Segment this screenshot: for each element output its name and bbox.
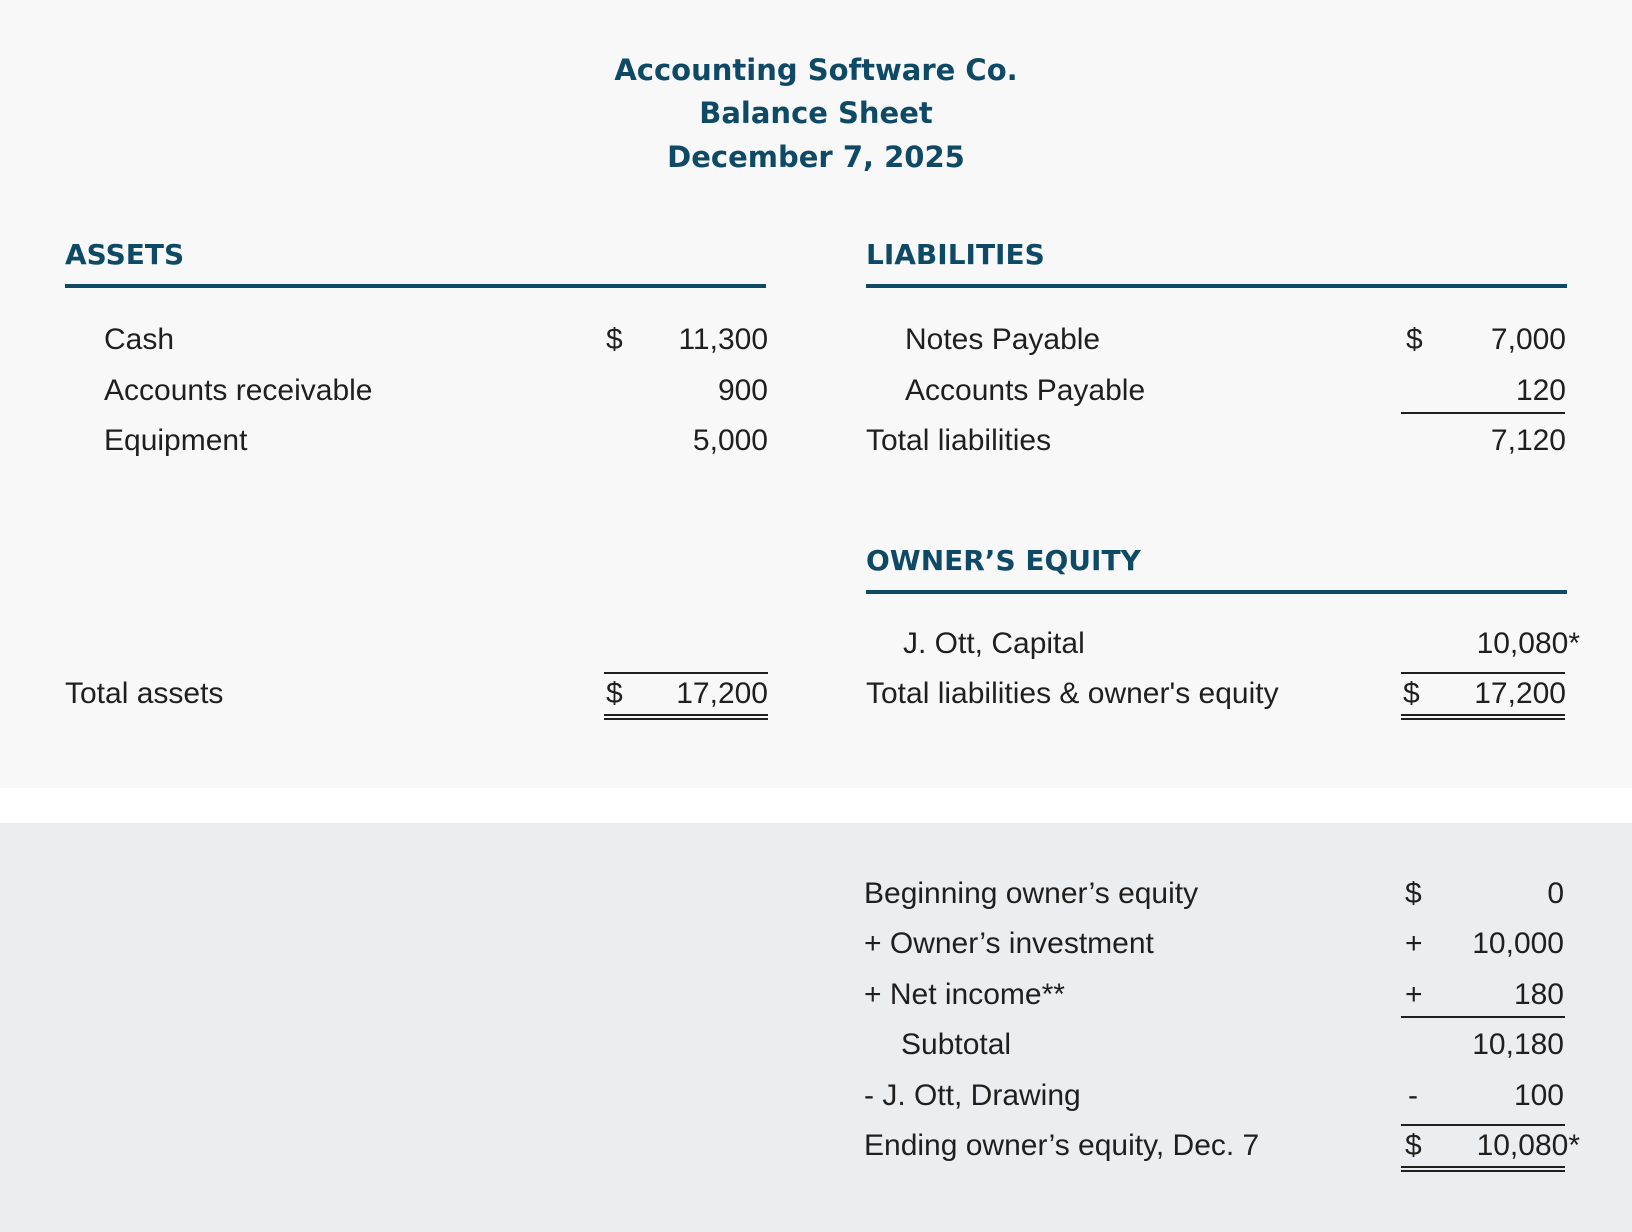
- equity-label-capital: J. Ott, Capital: [903, 627, 1085, 660]
- liability-label-accounts: Accounts Payable: [905, 374, 1146, 407]
- subtotal-underline: [1401, 1016, 1565, 1018]
- report-date: December 7, 2025: [667, 140, 965, 174]
- asset-label-receivable: Accounts receivable: [104, 374, 373, 407]
- stmt-label-ending: Ending owner’s equity, Dec. 7: [864, 1129, 1260, 1162]
- stmt-value-subtotal: 10,180: [1472, 1028, 1564, 1061]
- liability-label-notes: Notes Payable: [905, 323, 1101, 356]
- stmt-value-investment: 10,000: [1472, 927, 1564, 960]
- asset-value-equipment: 5,000: [692, 424, 768, 457]
- equity-value-capital: 10,080*: [1476, 627, 1580, 660]
- total-assets-value: 17,200: [676, 677, 768, 710]
- total-assets-currency: $: [606, 677, 623, 710]
- stmt-sign-net-income: +: [1405, 978, 1423, 1011]
- company-name: Accounting Software Co.: [614, 53, 1018, 87]
- assets-heading: ASSETS: [65, 238, 185, 271]
- balance-sheet-panel: [0, 0, 1632, 788]
- total-le-underline: [1401, 672, 1565, 674]
- asset-label-cash: Cash: [104, 323, 175, 356]
- equity-rule: [866, 590, 1567, 594]
- stmt-sign-ending: $: [1405, 1129, 1422, 1162]
- liabilities-heading: LIABILITIES: [866, 238, 1045, 271]
- asset-currency-cash: $: [606, 323, 623, 356]
- stmt-sign-investment: +: [1405, 927, 1423, 960]
- stmt-value-beginning: 0: [1547, 877, 1564, 910]
- stmt-label-subtotal: Subtotal: [901, 1028, 1012, 1061]
- stmt-value-drawing: 100: [1513, 1079, 1564, 1112]
- stmt-value-ending: 10,080*: [1476, 1129, 1580, 1162]
- stmt-label-net-income: + Net income**: [864, 978, 1065, 1011]
- stmt-value-net-income: 180: [1513, 978, 1564, 1011]
- ending-underline: [1401, 1124, 1565, 1126]
- stmt-sign-beginning: $: [1405, 877, 1422, 910]
- total-liabilities-label: Total liabilities: [866, 424, 1052, 457]
- asset-value-cash: 11,300: [678, 323, 768, 356]
- total-le-label: Total liabilities & owner's equity: [866, 677, 1279, 710]
- total-le-value: 17,200: [1474, 677, 1566, 710]
- equity-statement-panel: [0, 823, 1632, 1232]
- liability-value-accounts: 120: [1515, 374, 1566, 407]
- equity-heading: OWNER’S EQUITY: [866, 544, 1141, 577]
- liability-currency-notes: $: [1406, 323, 1423, 356]
- total-assets-double-underline: [604, 714, 768, 720]
- stmt-label-investment: + Owner’s investment: [864, 927, 1154, 960]
- liabilities-rule: [866, 284, 1567, 288]
- ending-double-underline: [1401, 1166, 1565, 1172]
- stmt-sign-drawing: -: [1408, 1079, 1418, 1112]
- report-title: Balance Sheet: [699, 96, 933, 130]
- asset-value-receivable: 900: [717, 374, 768, 407]
- asset-label-equipment: Equipment: [104, 424, 248, 457]
- total-le-currency: $: [1403, 677, 1420, 710]
- liabilities-underline: [1401, 412, 1565, 414]
- total-assets-label: Total assets: [65, 677, 224, 710]
- liability-value-notes: 7,000: [1490, 323, 1566, 356]
- stmt-label-beginning: Beginning owner’s equity: [864, 877, 1199, 910]
- total-liabilities-value: 7,120: [1490, 424, 1566, 457]
- stmt-label-drawing: - J. Ott, Drawing: [864, 1079, 1081, 1112]
- total-assets-underline: [604, 672, 768, 674]
- assets-rule: [65, 284, 766, 288]
- total-le-double-underline: [1401, 714, 1565, 720]
